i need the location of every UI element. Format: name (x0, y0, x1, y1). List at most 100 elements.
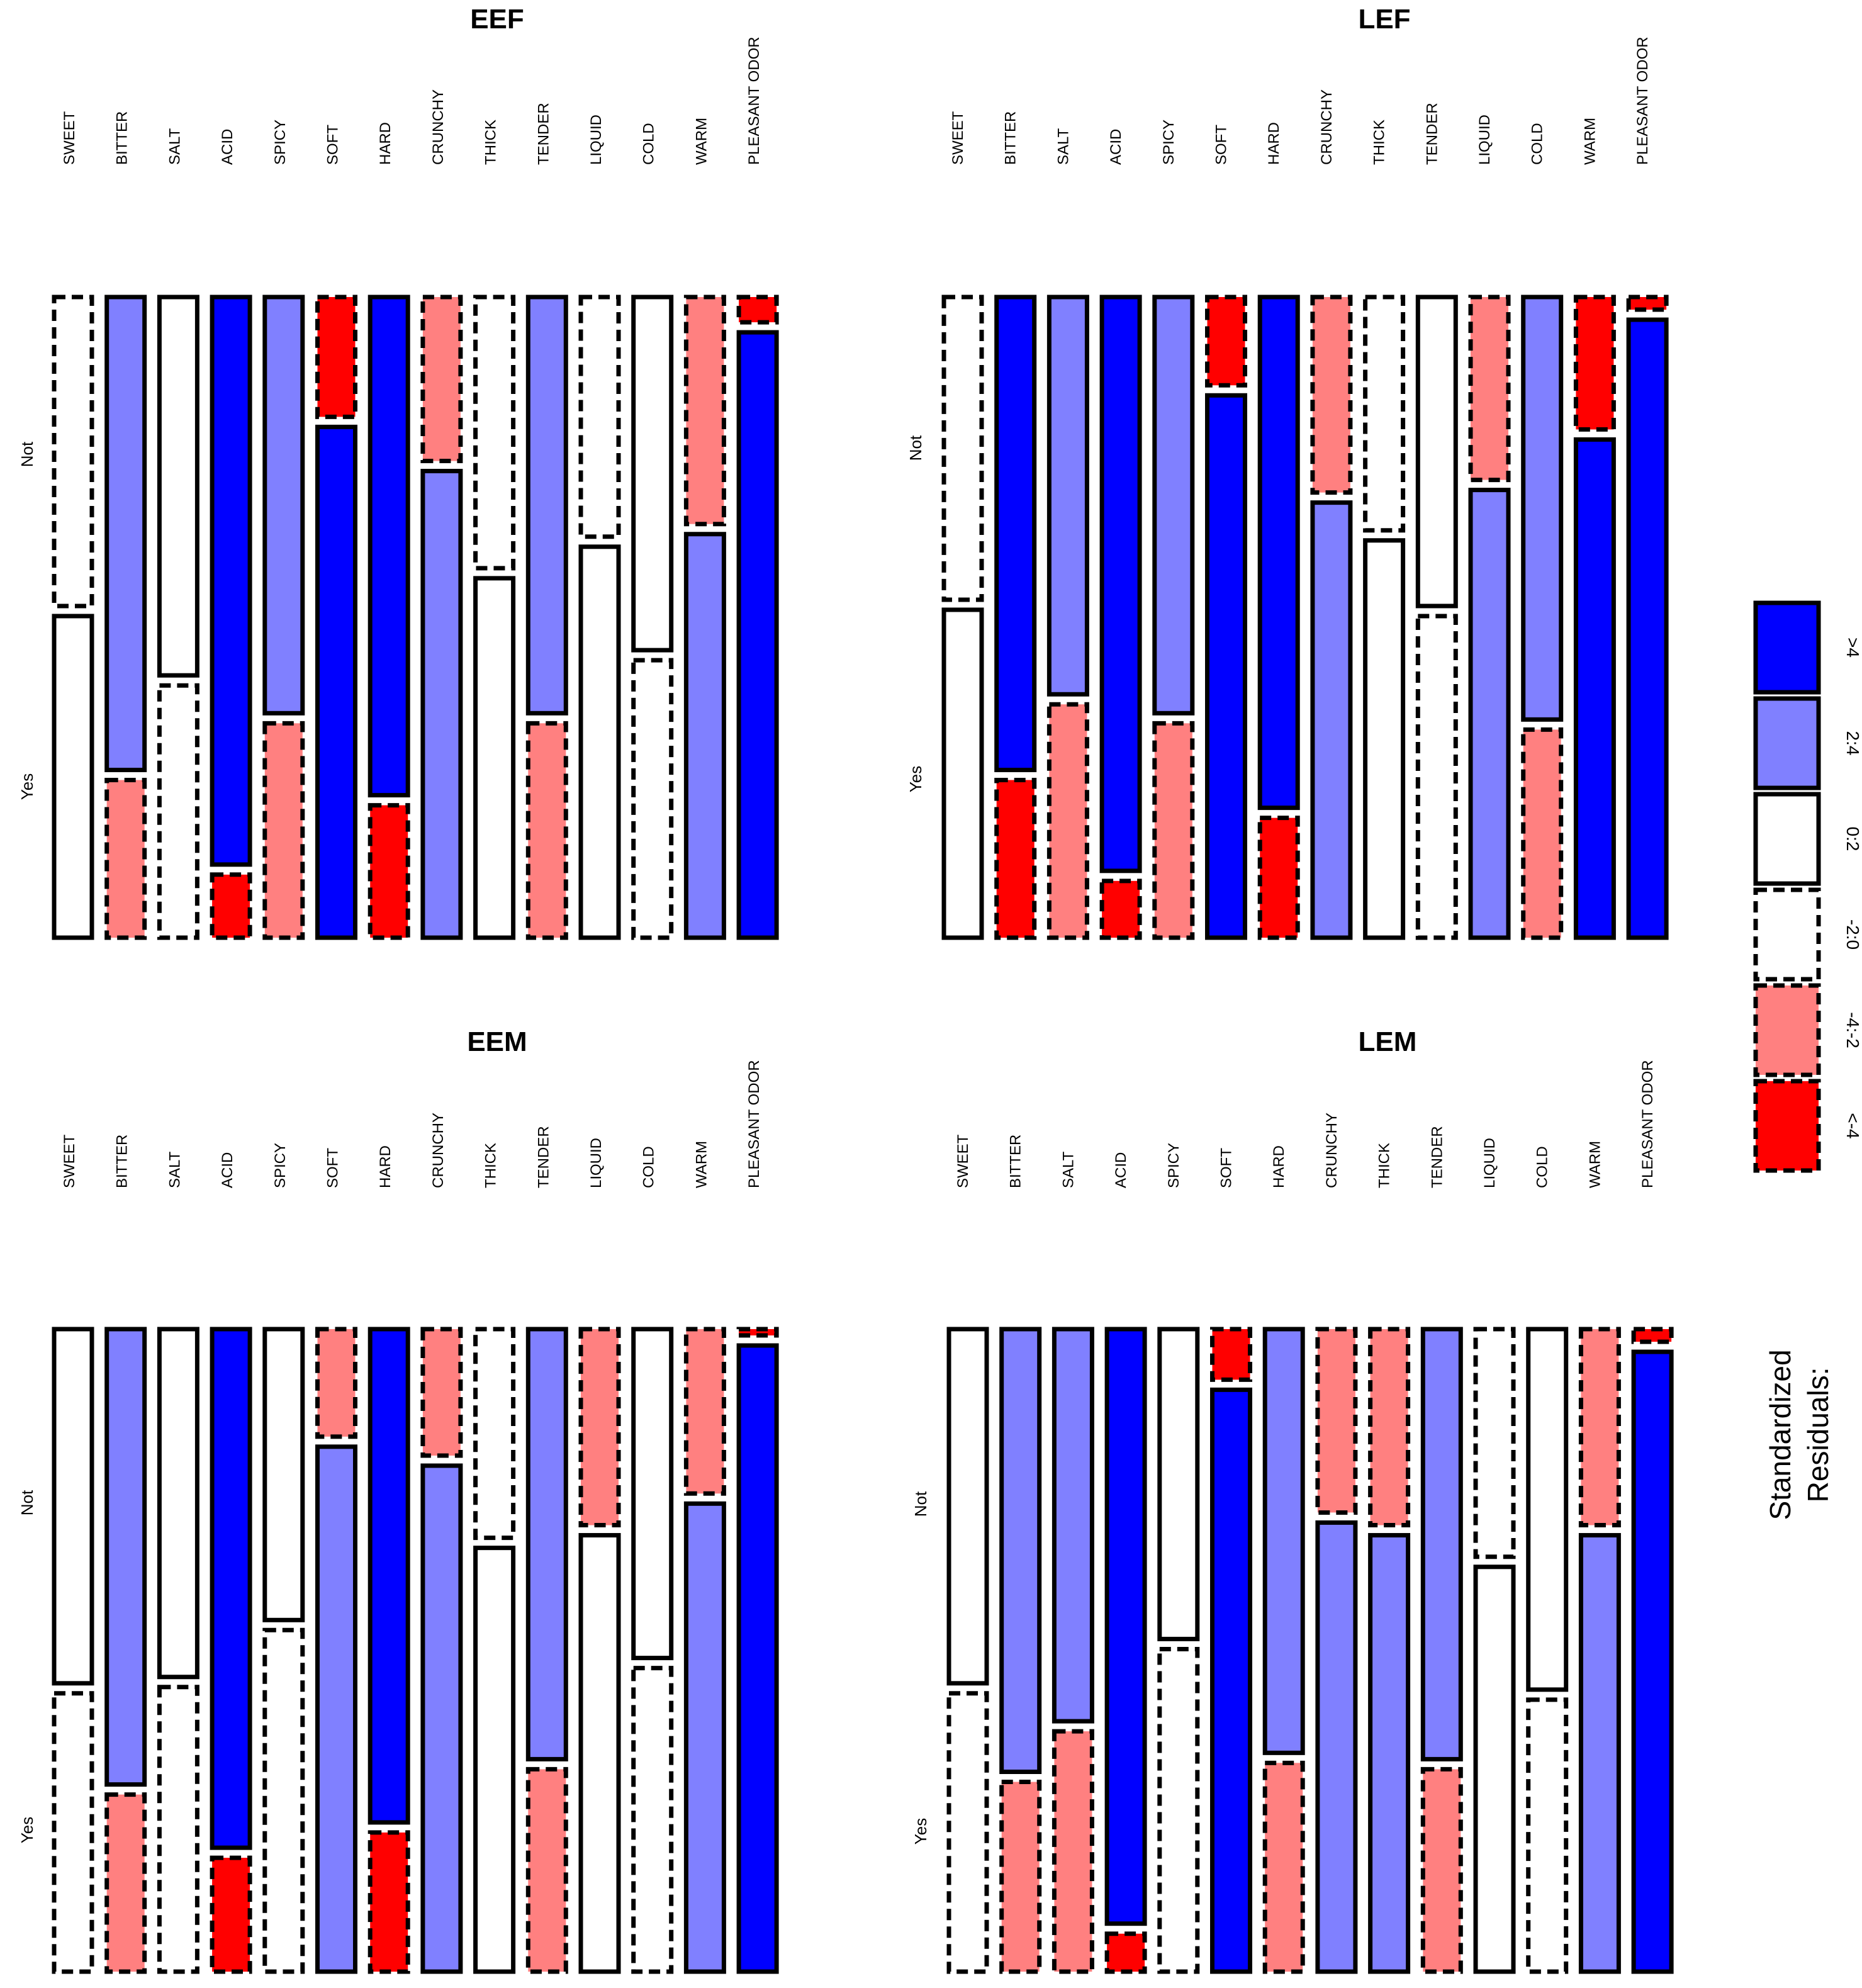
category-label-hard: HARD (377, 1145, 394, 1188)
category-label-bitter: BITTER (114, 111, 131, 165)
bar-liquid-yes (578, 544, 621, 940)
category-label-salt: SALT (166, 1151, 183, 1188)
bar-salt-not (1046, 295, 1089, 697)
bar-tender-yes (1420, 1766, 1463, 1974)
category-label-crunchy: CRUNCHY (430, 1113, 447, 1188)
bar-salt-yes (157, 683, 199, 940)
panel-title: EEF (470, 4, 524, 35)
bar-tender-yes (1415, 614, 1458, 940)
category-label-bitter: BITTER (1007, 1135, 1024, 1188)
bar-spicy-not (262, 295, 305, 716)
category-label-acid: ACID (219, 1152, 236, 1188)
bar-pleasant-odor-yes (1626, 317, 1669, 940)
bar-sweet-not (941, 295, 984, 602)
bar-spicy-not (262, 1327, 305, 1622)
legend-title-line1: Standardized (1764, 1349, 1797, 1520)
legend-label-2to4: 2:4 (1843, 731, 1862, 756)
legend-swatch-2to4 (1753, 696, 1821, 790)
category-label-liquid: LIQUID (588, 1138, 605, 1188)
bar-hard-yes (367, 1830, 410, 1974)
bar-crunchy-not (1310, 295, 1353, 495)
category-label-salt: SALT (166, 128, 183, 165)
bar-cold-not (631, 295, 674, 653)
legend-label-m2to0: -2:0 (1843, 919, 1862, 950)
category-label-sweet: SWEET (950, 111, 967, 165)
category-label-soft: SOFT (1218, 1148, 1235, 1188)
legend-label-0to2: 0:2 (1843, 827, 1862, 851)
bar-salt-not (1052, 1327, 1094, 1724)
bar-thick-not (473, 295, 516, 571)
category-label-cold: COLD (1529, 123, 1546, 165)
legend-title-line2: Residuals: (1802, 1367, 1834, 1503)
bar-hard-not (367, 295, 410, 798)
category-label-soft: SOFT (325, 125, 342, 165)
category-label-pleasant-odor: PLEASANT ODOR (746, 1060, 763, 1188)
row-label-not: Not (911, 1491, 930, 1517)
legend-swatch-ltm4 (1753, 1079, 1821, 1173)
bar-liquid-not (578, 295, 621, 539)
bar-bitter-yes (104, 778, 147, 940)
category-label-warm: WARM (1586, 1141, 1603, 1188)
bar-pleasant-odor-yes (736, 1343, 779, 1974)
bar-warm-yes (683, 532, 726, 940)
bar-bitter-yes (994, 778, 1037, 940)
category-label-liquid: LIQUID (1476, 115, 1493, 165)
bar-acid-yes (1099, 879, 1142, 940)
bar-hard-yes (367, 803, 410, 940)
legend: >4 2:4 0:2 -2:0 -4:-2 <-4 Standardized Residual… (1753, 600, 1862, 1520)
bar-acid-not (210, 295, 252, 867)
category-label-sweet: SWEET (955, 1134, 972, 1188)
legend-swatch-0to2 (1753, 792, 1821, 886)
bar-warm-yes (1573, 437, 1616, 940)
bar-soft-yes (1210, 1387, 1252, 1974)
bar-soft-yes (1205, 393, 1247, 940)
bar-soft-not (315, 1327, 357, 1439)
category-label-sweet: SWEET (61, 111, 78, 165)
bar-spicy-not (1152, 295, 1195, 716)
category-label-thick: THICK (483, 1143, 500, 1188)
category-label-bitter: BITTER (114, 1135, 131, 1188)
category-label-thick: THICK (1371, 120, 1388, 165)
legend-swatch-gt4 (1753, 600, 1821, 695)
category-label-hard: HARD (377, 122, 394, 165)
category-label-cold: COLD (1534, 1146, 1551, 1188)
category-label-pleasant-odor: PLEASANT ODOR (1639, 1060, 1656, 1188)
bar-liquid-yes (1468, 488, 1511, 940)
category-label-warm: WARM (693, 118, 710, 165)
category-label-cold: COLD (641, 1146, 658, 1188)
category-label-spicy: SPICY (1165, 1143, 1182, 1188)
bar-salt-not (157, 1327, 199, 1680)
bar-soft-not (1210, 1327, 1252, 1382)
category-label-thick: THICK (483, 120, 500, 165)
bar-crunchy-yes (1310, 500, 1353, 940)
category-label-pleasant-odor: PLEASANT ODOR (746, 37, 763, 165)
category-label-bitter: BITTER (1002, 111, 1019, 165)
bar-acid-not (1099, 295, 1142, 873)
bar-spicy-yes (1157, 1646, 1200, 1974)
bar-sweet-not (52, 295, 94, 609)
bar-cold-not (1526, 1327, 1569, 1692)
bar-cold-yes (631, 658, 674, 940)
category-label-tender: TENDER (1423, 103, 1440, 165)
bar-liquid-not (1468, 295, 1511, 483)
bar-cold-yes (631, 1666, 674, 1974)
bar-liquid-yes (1473, 1564, 1516, 1974)
bar-sweet-not (946, 1327, 989, 1686)
category-label-salt: SALT (1060, 1151, 1077, 1188)
bar-salt-not (157, 295, 199, 678)
bar-thick-not (1363, 295, 1406, 533)
category-label-salt: SALT (1055, 128, 1072, 165)
bar-thick-yes (1363, 538, 1406, 940)
row-label-yes: Yes (18, 773, 36, 800)
bar-cold-not (631, 1327, 674, 1661)
panel-lem: LEM Not Yes SWEET BITTER SALT ACID SPICY SOFT HAR… (911, 1026, 1674, 1974)
category-label-liquid: LIQUID (588, 115, 605, 165)
panel-eem: EEM Not Yes SWEET BITTER SALT ACID SPICY SOFT HAR… (18, 1026, 779, 1974)
bar-crunchy-not (420, 1327, 463, 1458)
category-label-cold: COLD (641, 123, 658, 165)
bar-pleasant-odor-yes (1631, 1349, 1674, 1974)
bar-crunchy-yes (1315, 1520, 1358, 1974)
bar-acid-yes (210, 872, 252, 940)
bar-bitter-not (994, 295, 1037, 772)
